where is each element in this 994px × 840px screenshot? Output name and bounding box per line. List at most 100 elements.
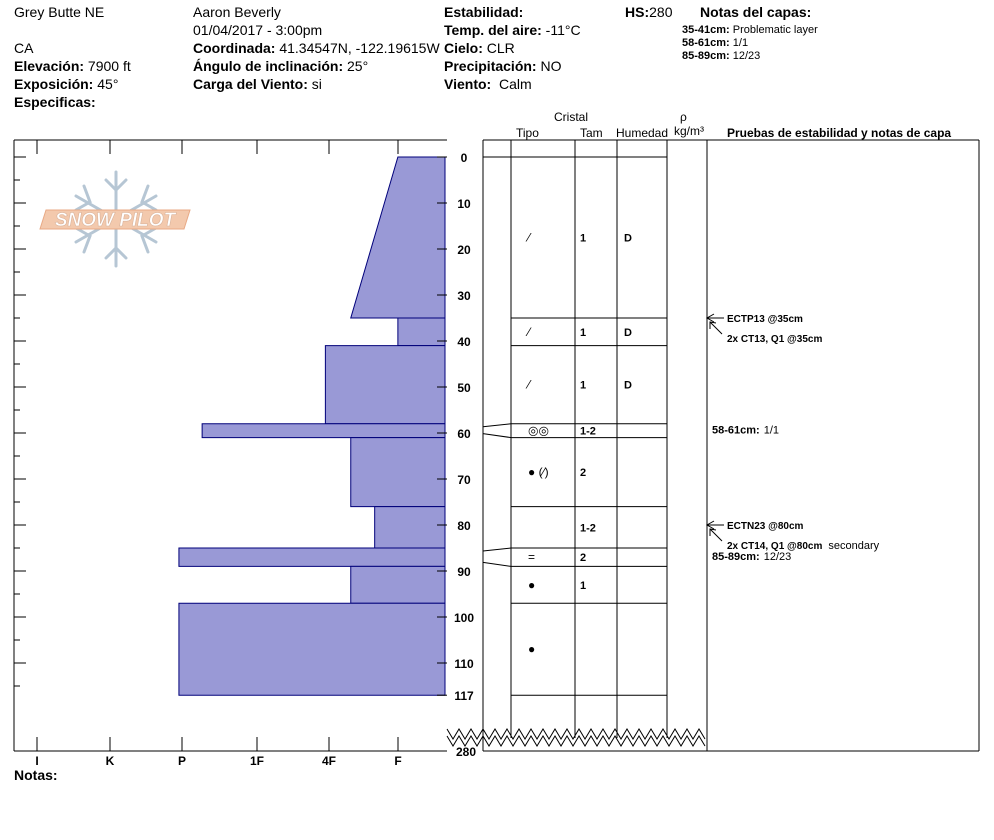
layer-note-text: 12/23	[732, 50, 761, 62]
air-temperature: Temp. del aire: -11°C	[444, 22, 581, 38]
stability-test: ECTN23 @80cm	[727, 521, 804, 532]
depth-label: 90	[457, 565, 471, 579]
hardness-label: K	[106, 754, 115, 768]
crystal-size: 2	[580, 467, 586, 479]
aspect: Exposición: 45°	[14, 76, 118, 92]
layer-annotation: 58-61cm: 1/1	[712, 425, 779, 437]
hardness-bar	[374, 506, 446, 549]
observer-name: Aaron Beverly	[193, 4, 281, 20]
precip-label: Precipitación:	[444, 58, 537, 74]
slope-angle: Ángulo de inclinación: 25°	[193, 58, 368, 74]
depth-break-zigzag	[446, 735, 706, 747]
stability-test: 2x CT13, Q1 @35cm	[727, 334, 822, 345]
hardness-bar	[178, 547, 446, 567]
test-arrow-head	[709, 528, 717, 536]
layer-note-range: 58-61cm:	[682, 37, 730, 49]
observation-datetime: 01/04/2017 - 3:00pm	[193, 22, 323, 38]
depth-label: 280	[456, 745, 476, 759]
test-arrow-head	[705, 520, 715, 530]
layer-note-range: 85-89cm:	[682, 50, 730, 62]
state-name: CA	[14, 40, 34, 56]
crystal-size: 1	[580, 580, 586, 592]
depth-break-zigzag	[446, 728, 706, 740]
aspect-label: Exposición:	[14, 76, 94, 92]
crystal-type-symbol: ●	[528, 642, 535, 656]
precip-value: NO	[540, 58, 562, 74]
depth-label: 20	[457, 243, 471, 257]
layer-note-range: 35-41cm:	[682, 24, 730, 36]
layer-connector	[482, 547, 512, 552]
density-symbol: ρ	[680, 110, 687, 124]
slope-label: Ángulo de inclinación:	[193, 58, 344, 74]
hardness-bar	[350, 437, 446, 508]
wind-label: Viento:	[444, 76, 492, 92]
snowpilot-logo: SNOW PILOT	[39, 170, 191, 268]
air-temp-value: -11°C	[545, 22, 581, 38]
density-unit: kg/m³	[674, 124, 704, 138]
wind-load: Carga del Viento: si	[193, 76, 322, 92]
tests-header: Pruebas de estabilidad y notas de capa	[727, 126, 952, 140]
tipo-header: Tipo	[516, 126, 539, 140]
test-arrow-head	[709, 321, 717, 329]
crystal-type-symbol: ◎◎	[528, 424, 549, 438]
layer-note-text: 1/1	[732, 37, 749, 49]
elevation: Elevación: 7900 ft	[14, 58, 131, 74]
specifics-label: Especificas:	[14, 94, 96, 110]
layer-annotation: 85-89cm: 12/23	[712, 551, 791, 563]
layer-note: 35-41cm: Problematic layer	[682, 24, 818, 37]
air-temp-label: Temp. del aire:	[444, 22, 542, 38]
sky-condition: Cielo: CLR	[444, 40, 515, 56]
crystal-size: 1	[580, 327, 586, 339]
crystal-type-symbol: ●	[528, 578, 535, 592]
crystal-type-symbol: ⁄	[525, 231, 532, 245]
layer-connector	[482, 423, 512, 428]
hardness-bar	[350, 565, 446, 604]
tam-header: Tam	[580, 126, 603, 140]
depth-label: 80	[457, 519, 471, 533]
sky-value: CLR	[486, 40, 515, 56]
crystal-type-symbol: ⁄	[525, 378, 532, 392]
crystal-type-symbol: ⁄	[525, 325, 532, 339]
wind-load-value: si	[311, 76, 322, 92]
location-name: Grey Butte NE	[14, 4, 105, 20]
crystal-type-symbol: =	[528, 550, 535, 564]
layer-note: 58-61cm: 1/1	[682, 37, 748, 50]
wind-value: Calm	[498, 76, 532, 92]
precipitation: Precipitación: NO	[444, 58, 561, 74]
hardness-bar	[350, 156, 446, 319]
slope-value: 25°	[347, 58, 369, 74]
coordinates: Coordinada: 41.34547N, -122.19615W	[193, 40, 440, 56]
hardness-label: 4F	[322, 754, 336, 768]
hardness-label: I	[35, 754, 38, 768]
test-arrow-line	[709, 528, 723, 542]
sky-label: Cielo:	[444, 40, 483, 56]
elevation-label: Elevación:	[14, 58, 85, 74]
crystal-size: 1-2	[580, 426, 596, 438]
wind-load-label: Carga del Viento:	[193, 76, 308, 92]
moisture: D	[624, 327, 632, 339]
layer-connector	[482, 433, 512, 439]
crystal-size: 2	[580, 552, 586, 564]
coord-value: 41.34547N, -122.19615W	[279, 40, 440, 56]
elevation-value: 7900 ft	[87, 58, 131, 74]
layer-note: 85-89cm: 12/23	[682, 50, 760, 63]
crystal-size: 1-2	[580, 522, 596, 534]
aspect-value: 45°	[97, 76, 119, 92]
snow-height: HS:280	[625, 4, 672, 20]
depth-label: 70	[457, 473, 471, 487]
stability-test: 2x CT14, Q1 @80cm secondary	[727, 540, 880, 552]
depth-label: 60	[457, 427, 471, 441]
test-arrow-line	[709, 321, 723, 335]
stability-label: Estabilidad:	[444, 4, 524, 20]
hardness-label: 1F	[250, 754, 264, 768]
hs-value: 280	[649, 4, 673, 20]
depth-label: 0	[461, 151, 468, 165]
hardness-label: P	[178, 754, 186, 768]
logo-text: SNOW PILOT	[55, 210, 177, 231]
hardness-bar	[201, 423, 446, 439]
hs-label: HS:	[625, 4, 650, 20]
depth-label: 117	[454, 689, 474, 703]
notes-label: Notas:	[14, 767, 58, 783]
wind: Viento: Calm	[444, 76, 532, 92]
